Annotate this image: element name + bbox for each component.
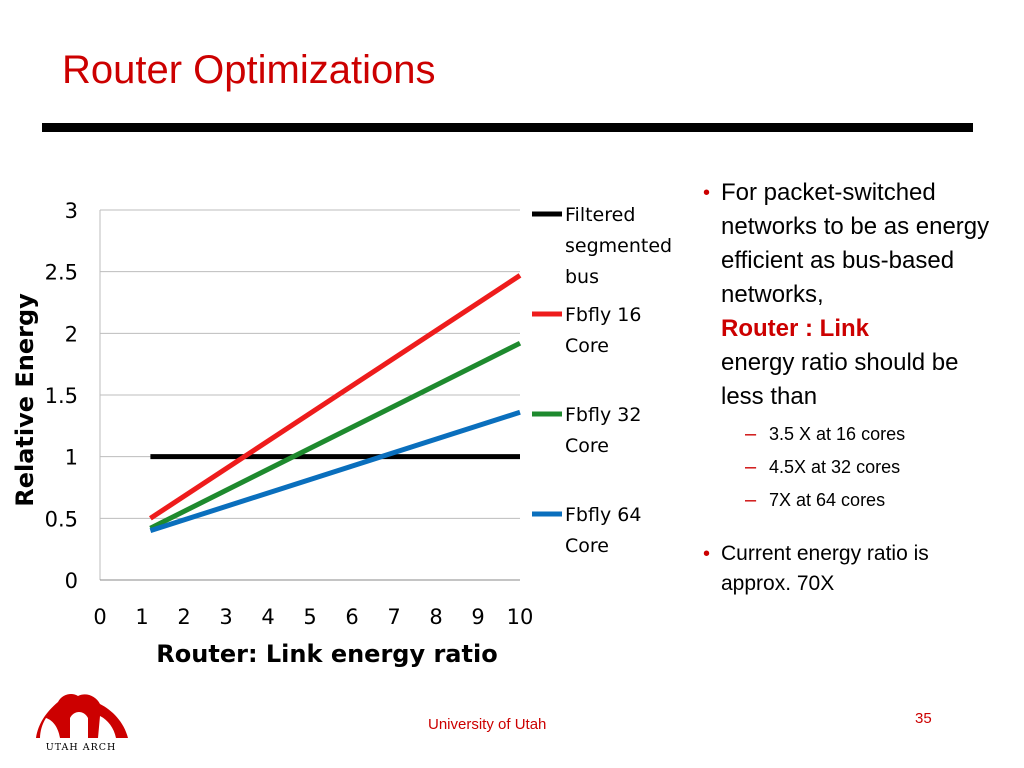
x-tick-label: 7 — [387, 605, 400, 629]
sub-bullet-text: 3.5 X at 16 cores — [769, 424, 906, 444]
bullet-item: • For packet-switched networks to be as … — [703, 176, 1003, 517]
bullet-text: For packet-switched networks to be as en… — [721, 179, 990, 308]
logo-wordmark: UTAH ARCH — [46, 742, 117, 753]
legend-label: Fbfly 32 Core — [565, 404, 641, 457]
x-tick-label: 9 — [471, 605, 484, 629]
bullet-text: energy ratio should be less than — [721, 349, 959, 410]
x-tick-label: 6 — [345, 605, 358, 629]
chart-series — [149, 273, 522, 534]
sub-bullet-text: 7X at 64 cores — [769, 490, 886, 510]
legend-label: Fbfly 16 Core — [565, 304, 641, 357]
x-tick-label: 4 — [261, 605, 274, 629]
x-axis-label: Router: Link energy ratio — [156, 640, 497, 668]
bullet-item: • Current energy ratio is approx. 70X — [703, 539, 1003, 599]
y-tick-label: 2 — [65, 322, 78, 346]
y-tick-label: 1.5 — [45, 384, 78, 408]
bullet-marker: • — [703, 543, 711, 565]
bullet-list: • For packet-switched networks to be as … — [703, 176, 1003, 599]
x-tick-label: 2 — [177, 605, 190, 629]
y-tick-label: 0.5 — [45, 507, 78, 531]
x-tick-label: 3 — [219, 605, 232, 629]
utah-arch-logo: UTAH ARCH — [36, 694, 128, 753]
x-tick-label: 5 — [303, 605, 316, 629]
y-tick-label: 0 — [65, 569, 78, 593]
sub-bullet-text: 4.5X at 32 cores — [769, 457, 901, 477]
y-tick-label: 1 — [65, 446, 78, 470]
legend-label: Filtered segmented bus — [565, 204, 672, 288]
y-tick-label: 2.5 — [45, 261, 78, 285]
sub-bullet-item: –7X at 64 cores — [745, 489, 886, 511]
title-divider — [42, 123, 973, 132]
sub-bullet-item: –3.5 X at 16 cores — [745, 423, 906, 445]
chart-legend: Filtered segmented bus Fbfly 16 Core Fbfly 32… — [532, 204, 672, 557]
x-axis-ticks: 0 1 2 3 4 5 6 7 8 9 10 — [93, 605, 533, 629]
x-tick-label: 1 — [135, 605, 148, 629]
bullet-emphasis: Router : Link — [721, 315, 869, 342]
page-number: 35 — [915, 710, 932, 727]
sub-bullet-item: –4.5X at 32 cores — [745, 456, 901, 478]
arch-icon — [36, 694, 128, 738]
sub-bullet-list: –3.5 X at 16 cores –4.5X at 32 cores –7X… — [721, 418, 1003, 517]
y-tick-label: 3 — [65, 199, 78, 223]
bullet-marker: • — [703, 182, 711, 204]
x-tick-label: 8 — [429, 605, 442, 629]
y-axis-label: Relative Energy — [11, 293, 39, 507]
bullet-text: Current energy ratio is approx. 70X — [721, 542, 929, 595]
line-chart: 0 0.5 1 1.5 2 2.5 3 0 1 2 3 4 5 6 7 8 9 10 Filtered segme… — [11, 199, 672, 668]
x-tick-label: 10 — [507, 605, 534, 629]
x-tick-label: 0 — [93, 605, 106, 629]
slide-title: Router Optimizations — [62, 48, 436, 92]
footer-text: University of Utah — [428, 716, 547, 733]
series-line-2 — [149, 273, 522, 521]
series-line-4 — [149, 409, 521, 534]
y-axis-ticks: 0 0.5 1 1.5 2 2.5 3 — [45, 199, 78, 593]
series-line-3 — [149, 340, 522, 531]
legend-label: Fbfly 64 Core — [565, 504, 641, 557]
